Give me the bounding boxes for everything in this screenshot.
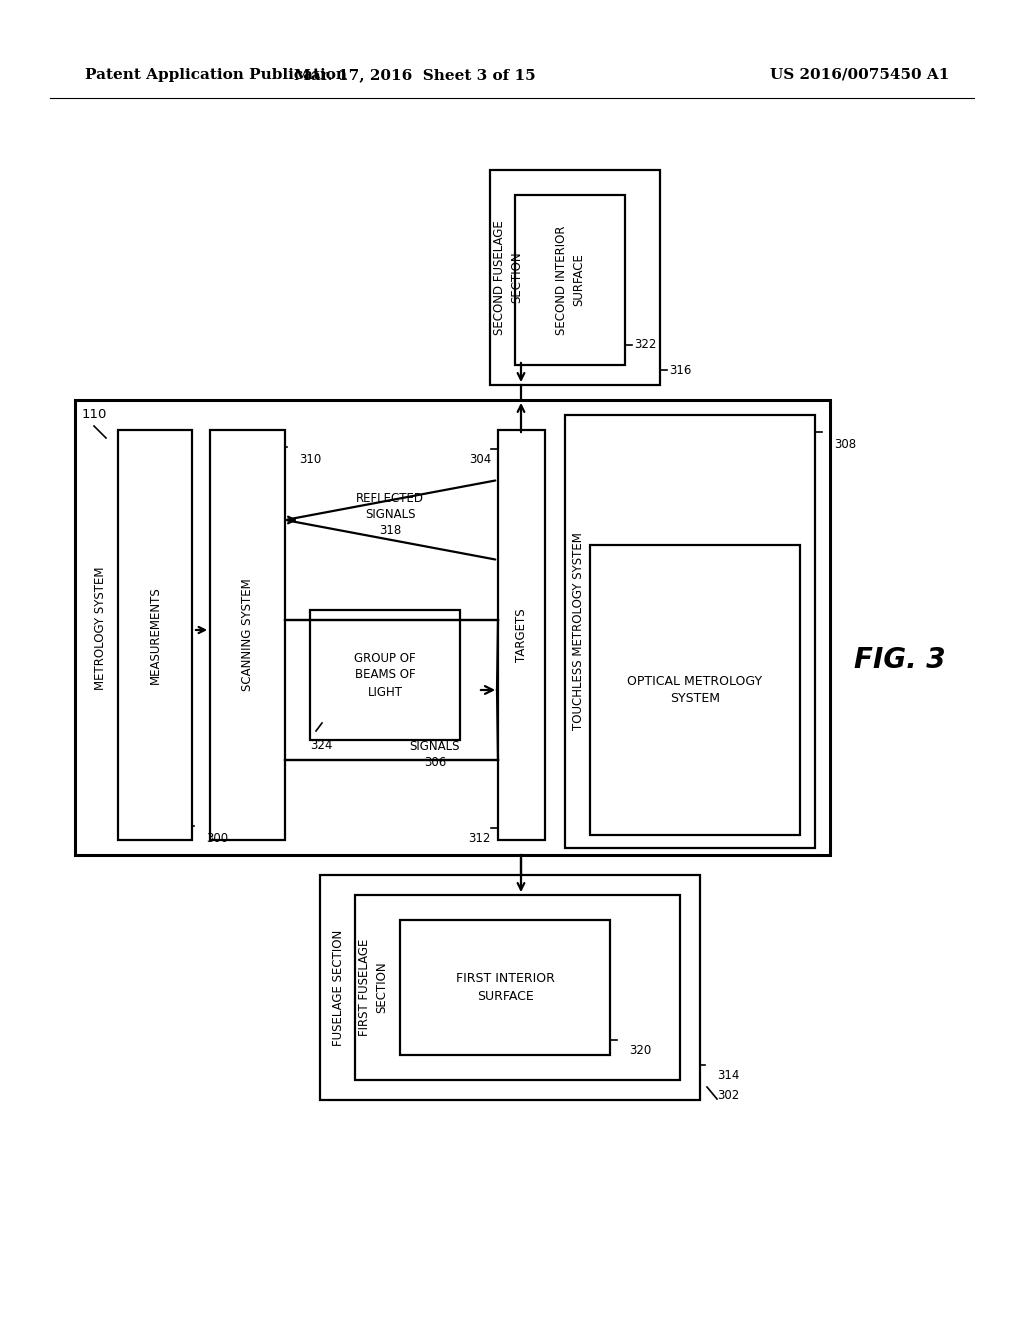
- Bar: [590, 545, 800, 836]
- Bar: [319, 875, 700, 1100]
- Bar: [118, 430, 193, 840]
- Text: 308: 308: [834, 438, 856, 451]
- Bar: [355, 895, 680, 1080]
- Bar: [490, 170, 660, 385]
- Text: 302: 302: [717, 1089, 739, 1102]
- Text: Mar. 17, 2016  Sheet 3 of 15: Mar. 17, 2016 Sheet 3 of 15: [294, 69, 536, 82]
- Text: 316: 316: [669, 363, 691, 376]
- Bar: [310, 610, 460, 741]
- Text: SECOND FUSELAGE
SECTION: SECOND FUSELAGE SECTION: [493, 220, 523, 335]
- Text: FUSELAGE SECTION: FUSELAGE SECTION: [332, 929, 344, 1045]
- Bar: [515, 195, 625, 366]
- Text: TOUCHLESS METROLOGY SYSTEM: TOUCHLESS METROLOGY SYSTEM: [572, 532, 586, 730]
- Bar: [210, 430, 285, 840]
- Bar: [75, 400, 830, 855]
- Text: GROUP OF
BEAMS OF
LIGHT: GROUP OF BEAMS OF LIGHT: [354, 652, 416, 698]
- Text: US 2016/0075450 A1: US 2016/0075450 A1: [770, 69, 949, 82]
- Text: 324: 324: [310, 739, 333, 752]
- Text: 110: 110: [82, 408, 108, 421]
- Text: 310: 310: [299, 453, 322, 466]
- Text: FIRST INTERIOR
SURFACE: FIRST INTERIOR SURFACE: [456, 973, 554, 1002]
- Text: 304: 304: [469, 453, 490, 466]
- Text: SIGNALS
306: SIGNALS 306: [410, 741, 460, 770]
- Text: FIRST FUSELAGE
SECTION: FIRST FUSELAGE SECTION: [358, 939, 388, 1036]
- Text: OPTICAL METROLOGY
SYSTEM: OPTICAL METROLOGY SYSTEM: [628, 675, 763, 705]
- Text: MEASUREMENTS: MEASUREMENTS: [148, 586, 162, 684]
- Text: 300: 300: [206, 832, 228, 845]
- Bar: [498, 430, 545, 840]
- Text: REFLECTED
SIGNALS
318: REFLECTED SIGNALS 318: [356, 492, 424, 537]
- Text: 322: 322: [634, 338, 656, 351]
- Text: FIG. 3: FIG. 3: [854, 645, 946, 675]
- Bar: [400, 920, 610, 1055]
- Text: METROLOGY SYSTEM: METROLOGY SYSTEM: [93, 566, 106, 690]
- Text: SCANNING SYSTEM: SCANNING SYSTEM: [241, 578, 254, 692]
- Text: SECOND INTERIOR
SURFACE: SECOND INTERIOR SURFACE: [555, 226, 585, 335]
- Text: 312: 312: [469, 832, 490, 845]
- Text: Patent Application Publication: Patent Application Publication: [85, 69, 347, 82]
- Text: 320: 320: [629, 1044, 651, 1057]
- Bar: [565, 414, 815, 847]
- Text: 314: 314: [717, 1069, 739, 1082]
- Text: TARGETS: TARGETS: [515, 609, 528, 661]
